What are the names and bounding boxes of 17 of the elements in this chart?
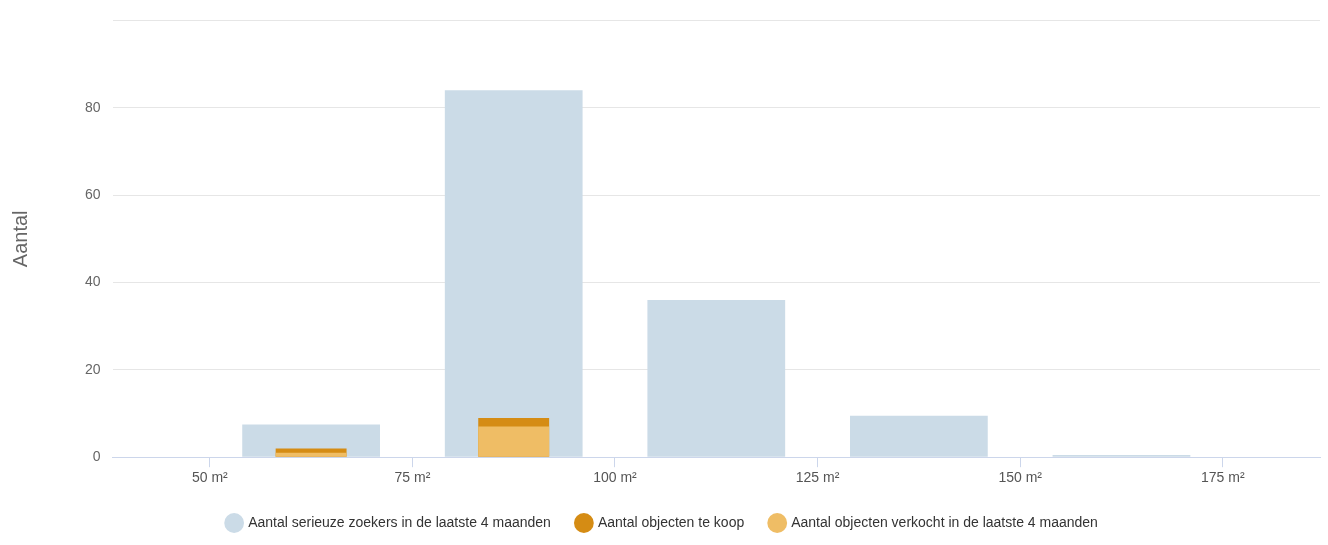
- y-tick-label: 40: [84, 273, 101, 290]
- bar: [275, 452, 347, 457]
- y-tick-label: 80: [84, 98, 101, 115]
- x-tick-label: 175 m²: [1200, 469, 1245, 486]
- y-tick-label: 20: [84, 360, 101, 377]
- legend-label: Aantal objecten te koop: [597, 513, 745, 530]
- y-tick-label: 60: [84, 185, 101, 202]
- x-tick-label: 75 m²: [394, 469, 431, 486]
- x-tick-label: 100 m²: [593, 469, 638, 486]
- x-tick-label: 125 m²: [795, 469, 840, 486]
- legend-label: Aantal serieuze zoekers in de laatste 4 maanden: [248, 513, 551, 530]
- y-tick-label: 0: [92, 448, 101, 465]
- bar: [478, 426, 550, 457]
- legend-label: Aantal objecten verkocht in de laatste 4 maanden: [791, 513, 1098, 530]
- x-tick-label: 150 m²: [998, 469, 1043, 486]
- y-axis-title: Aantal: [8, 210, 31, 268]
- x-tick-label: 50 m²: [191, 469, 229, 486]
